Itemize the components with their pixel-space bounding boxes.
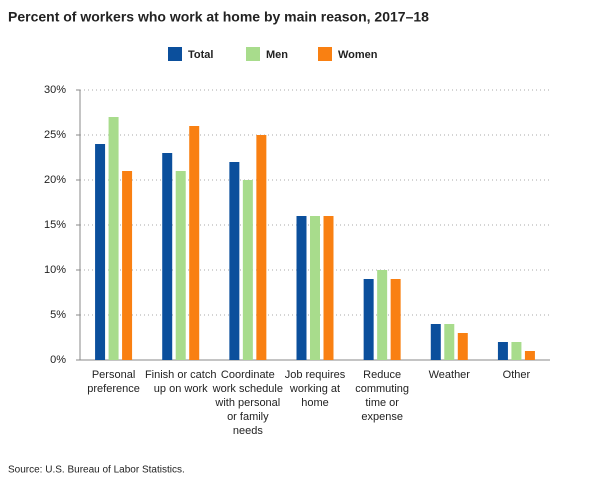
bar <box>444 324 455 360</box>
y-tick-label: 20% <box>44 174 66 186</box>
legend-swatch <box>318 47 332 61</box>
bar <box>175 171 186 360</box>
bar <box>323 216 334 360</box>
bar <box>497 342 508 360</box>
bar <box>95 144 106 360</box>
source: Source: U.S. Bureau of Labor Statistics. <box>8 465 185 476</box>
y-tick-label: 0% <box>50 354 66 366</box>
y-tick-label: 25% <box>44 129 66 141</box>
legend-label: Women <box>338 49 378 61</box>
y-tick-label: 10% <box>44 264 66 276</box>
bar <box>524 351 535 360</box>
bar <box>310 216 320 360</box>
bar <box>229 162 240 360</box>
legend-swatch <box>246 47 260 61</box>
bar <box>430 324 441 360</box>
bar <box>108 117 119 360</box>
chart-title: Percent of workers who work at home by m… <box>8 9 429 25</box>
x-tick-label-box: Finish or catch up on work <box>144 369 217 395</box>
x-tick-label-box: Personal preference <box>87 369 140 395</box>
x-tick-label: Reduce commuting time or expense <box>355 369 410 423</box>
legend-label: Men <box>266 49 288 61</box>
bar <box>377 270 388 360</box>
y-tick-label: 5% <box>50 309 66 321</box>
x-tick-label: Coordinate work schedule with personal o… <box>212 369 283 437</box>
bar <box>189 126 200 360</box>
legend-label: Total <box>188 49 213 61</box>
bar <box>162 153 173 360</box>
bar <box>390 279 401 360</box>
bar <box>122 171 133 360</box>
bar <box>256 135 267 360</box>
bar <box>457 333 468 360</box>
bar <box>363 279 374 360</box>
x-tick-label-box: Weather <box>428 369 470 381</box>
x-tick-label: Other <box>502 369 531 381</box>
bar <box>511 342 522 360</box>
x-tick-label-box: Other <box>502 369 531 381</box>
x-tick-label-box: Job requires working at home <box>284 369 346 409</box>
x-tick-label-box: Reduce commuting time or expense <box>355 369 410 423</box>
bar <box>296 216 307 360</box>
x-tick-label: Personal preference <box>87 369 140 395</box>
x-tick-label: Job requires working at home <box>284 369 346 409</box>
x-tick-label: Finish or catch up on work <box>144 369 217 395</box>
legend-swatch <box>168 47 182 61</box>
y-tick-label: 15% <box>44 219 66 231</box>
x-tick-label: Weather <box>428 369 470 381</box>
bar <box>242 180 253 360</box>
x-tick-label-box: Coordinate work schedule with personal o… <box>212 369 283 437</box>
y-tick-label: 30% <box>44 84 66 96</box>
